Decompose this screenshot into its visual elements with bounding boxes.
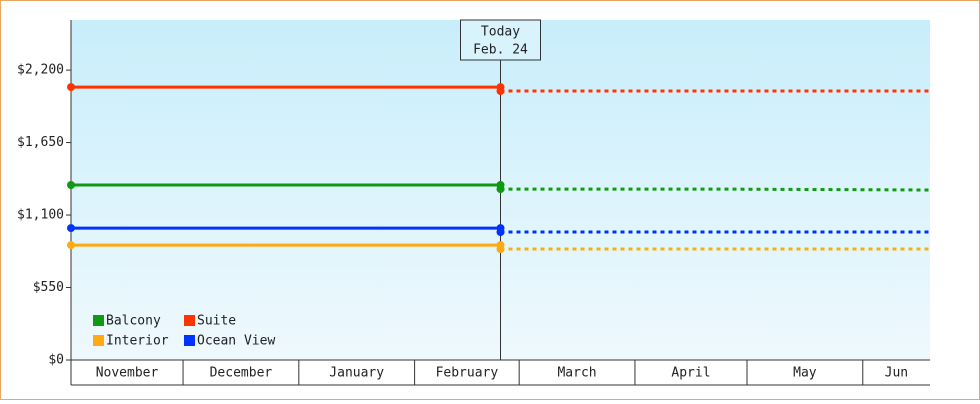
legend-label: Ocean View: [197, 334, 275, 349]
y-tick-label: $1,650: [17, 135, 64, 150]
legend-label: Suite: [197, 314, 236, 329]
x-tick-label: Jun: [885, 366, 908, 381]
x-tick-label: May: [793, 366, 817, 381]
price-point: [67, 83, 75, 92]
y-tick-label: $2,200: [17, 63, 64, 78]
x-tick-label: January: [329, 366, 384, 381]
x-tick-label: March: [557, 366, 596, 381]
legend-swatch: [184, 335, 195, 346]
legend-swatch: [184, 315, 195, 326]
x-tick-label: February: [436, 366, 499, 381]
legend-swatch: [93, 315, 104, 326]
x-tick-label: April: [671, 366, 710, 381]
legend-label: Interior: [106, 334, 169, 349]
today-label: Today: [481, 25, 520, 40]
forecast-point: [496, 87, 505, 96]
legend-label: Balcony: [106, 314, 161, 329]
price-point: [67, 241, 75, 250]
x-tick-label: November: [96, 366, 159, 381]
price-point: [67, 224, 75, 233]
forecast-line: [500, 187, 931, 192]
legend-swatch: [93, 335, 104, 346]
forecast-point: [496, 228, 505, 237]
y-tick-label: $1,100: [17, 208, 64, 223]
x-tick-label: December: [210, 366, 273, 381]
y-tick-label: $0: [48, 353, 64, 368]
y-tick-label: $550: [33, 280, 64, 295]
forecast-point: [496, 245, 505, 254]
forecast-point: [496, 185, 505, 194]
today-box: [460, 19, 541, 61]
today-label: Feb. 24: [473, 43, 528, 58]
price-point: [67, 180, 75, 189]
